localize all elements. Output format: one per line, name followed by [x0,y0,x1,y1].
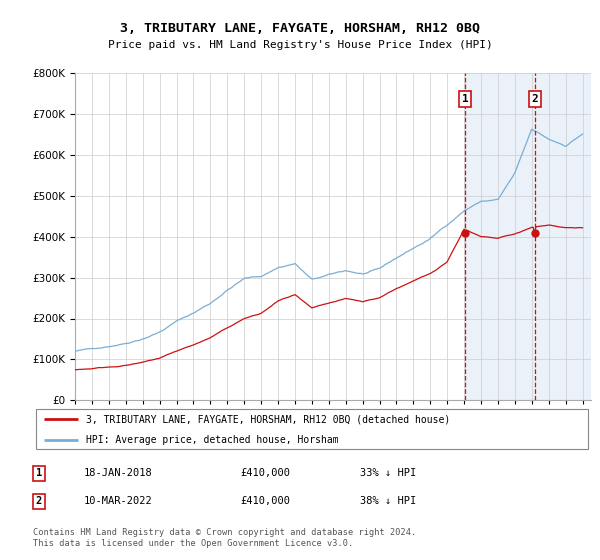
Text: £410,000: £410,000 [240,496,290,506]
FancyBboxPatch shape [36,409,588,449]
Text: HPI: Average price, detached house, Horsham: HPI: Average price, detached house, Hors… [86,435,338,445]
Text: 10-MAR-2022: 10-MAR-2022 [84,496,153,506]
Text: Contains HM Land Registry data © Crown copyright and database right 2024.
This d: Contains HM Land Registry data © Crown c… [33,528,416,548]
Text: 33% ↓ HPI: 33% ↓ HPI [360,468,416,478]
Text: 1: 1 [36,468,42,478]
Text: £410,000: £410,000 [240,468,290,478]
Text: Price paid vs. HM Land Registry's House Price Index (HPI): Price paid vs. HM Land Registry's House … [107,40,493,50]
Text: 3, TRIBUTARY LANE, FAYGATE, HORSHAM, RH12 0BQ: 3, TRIBUTARY LANE, FAYGATE, HORSHAM, RH1… [120,21,480,35]
Text: 38% ↓ HPI: 38% ↓ HPI [360,496,416,506]
Text: 2: 2 [532,94,538,104]
Text: 3, TRIBUTARY LANE, FAYGATE, HORSHAM, RH12 0BQ (detached house): 3, TRIBUTARY LANE, FAYGATE, HORSHAM, RH1… [86,414,450,424]
Bar [465,73,591,400]
Text: 2: 2 [36,496,42,506]
Text: 1: 1 [461,94,469,104]
Text: 18-JAN-2018: 18-JAN-2018 [84,468,153,478]
